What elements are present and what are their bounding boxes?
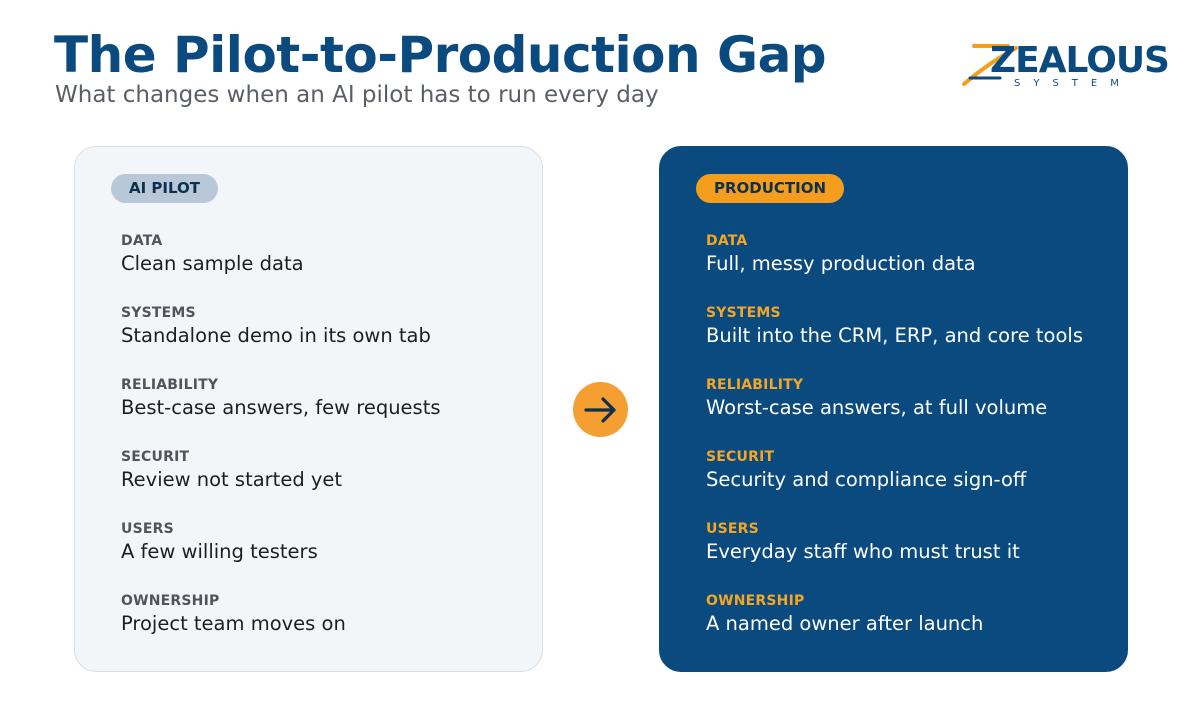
pilot-badge: AI PILOT [111,174,218,203]
pilot-row-users: USERS A few willing testers [121,521,441,593]
row-label: SYSTEMS [121,305,196,321]
row-label: RELIABILITY [121,377,219,393]
row-label: USERS [121,521,174,537]
pilot-card: AI PILOT DATA Clean sample data SYSTEMS … [74,146,543,672]
row-label: SECURIT [706,449,775,465]
row-value: Project team moves on [121,612,346,635]
row-value: Standalone demo in its own tab [121,324,431,347]
row-label: SYSTEMS [706,305,781,321]
pilot-row-data: DATA Clean sample data [121,233,441,305]
page-subtitle: What changes when an AI pilot has to run… [55,82,659,108]
arrow-right-icon [583,396,616,423]
production-row-ownership: OWNERSHIP A named owner after launch [706,593,1083,665]
zealous-logo: ZEALOUS SYSTEM [960,38,1170,94]
pilot-row-reliability: RELIABILITY Best-case answers, few reque… [121,377,441,449]
transition-arrow [573,382,628,437]
row-label: DATA [706,233,748,249]
row-value: Everyday staff who must trust it [706,540,1020,563]
row-value: Worst-case answers, at full volume [706,396,1048,419]
pilot-rows: DATA Clean sample data SYSTEMS Standalon… [121,233,441,665]
production-card: PRODUCTION DATA Full, messy production d… [659,146,1128,672]
row-value: Built into the CRM, ERP, and core tools [706,324,1083,347]
production-row-users: USERS Everyday staff who must trust it [706,521,1083,593]
page-title: The Pilot-to-Production Gap [54,26,827,84]
production-row-security: SECURIT Security and compliance sign-off [706,449,1083,521]
row-value: Security and compliance sign-off [706,468,1027,491]
logo-wordmark: ZEALOUS [990,40,1170,81]
production-row-reliability: RELIABILITY Worst-case answers, at full … [706,377,1083,449]
production-badge: PRODUCTION [696,174,845,203]
row-value: A named owner after launch [706,612,984,635]
logo-subword: SYSTEM [1014,78,1132,89]
row-label: USERS [706,521,759,537]
production-rows: DATA Full, messy production data SYSTEMS… [706,233,1083,665]
production-row-systems: SYSTEMS Built into the CRM, ERP, and cor… [706,305,1083,377]
pilot-row-systems: SYSTEMS Standalone demo in its own tab [121,305,441,377]
row-label: SECURIT [121,449,190,465]
pilot-row-security: SECURIT Review not started yet [121,449,441,521]
row-label: OWNERSHIP [121,593,220,609]
row-value: Best-case answers, few requests [121,396,441,419]
production-row-data: DATA Full, messy production data [706,233,1083,305]
row-label: RELIABILITY [706,377,804,393]
row-value: Full, messy production data [706,252,976,275]
row-value: A few willing testers [121,540,318,563]
row-value: Review not started yet [121,468,343,491]
row-value: Clean sample data [121,252,304,275]
row-label: DATA [121,233,163,249]
pilot-row-ownership: OWNERSHIP Project team moves on [121,593,441,665]
logo-swoosh-icon [962,44,1018,86]
row-label: OWNERSHIP [706,593,805,609]
